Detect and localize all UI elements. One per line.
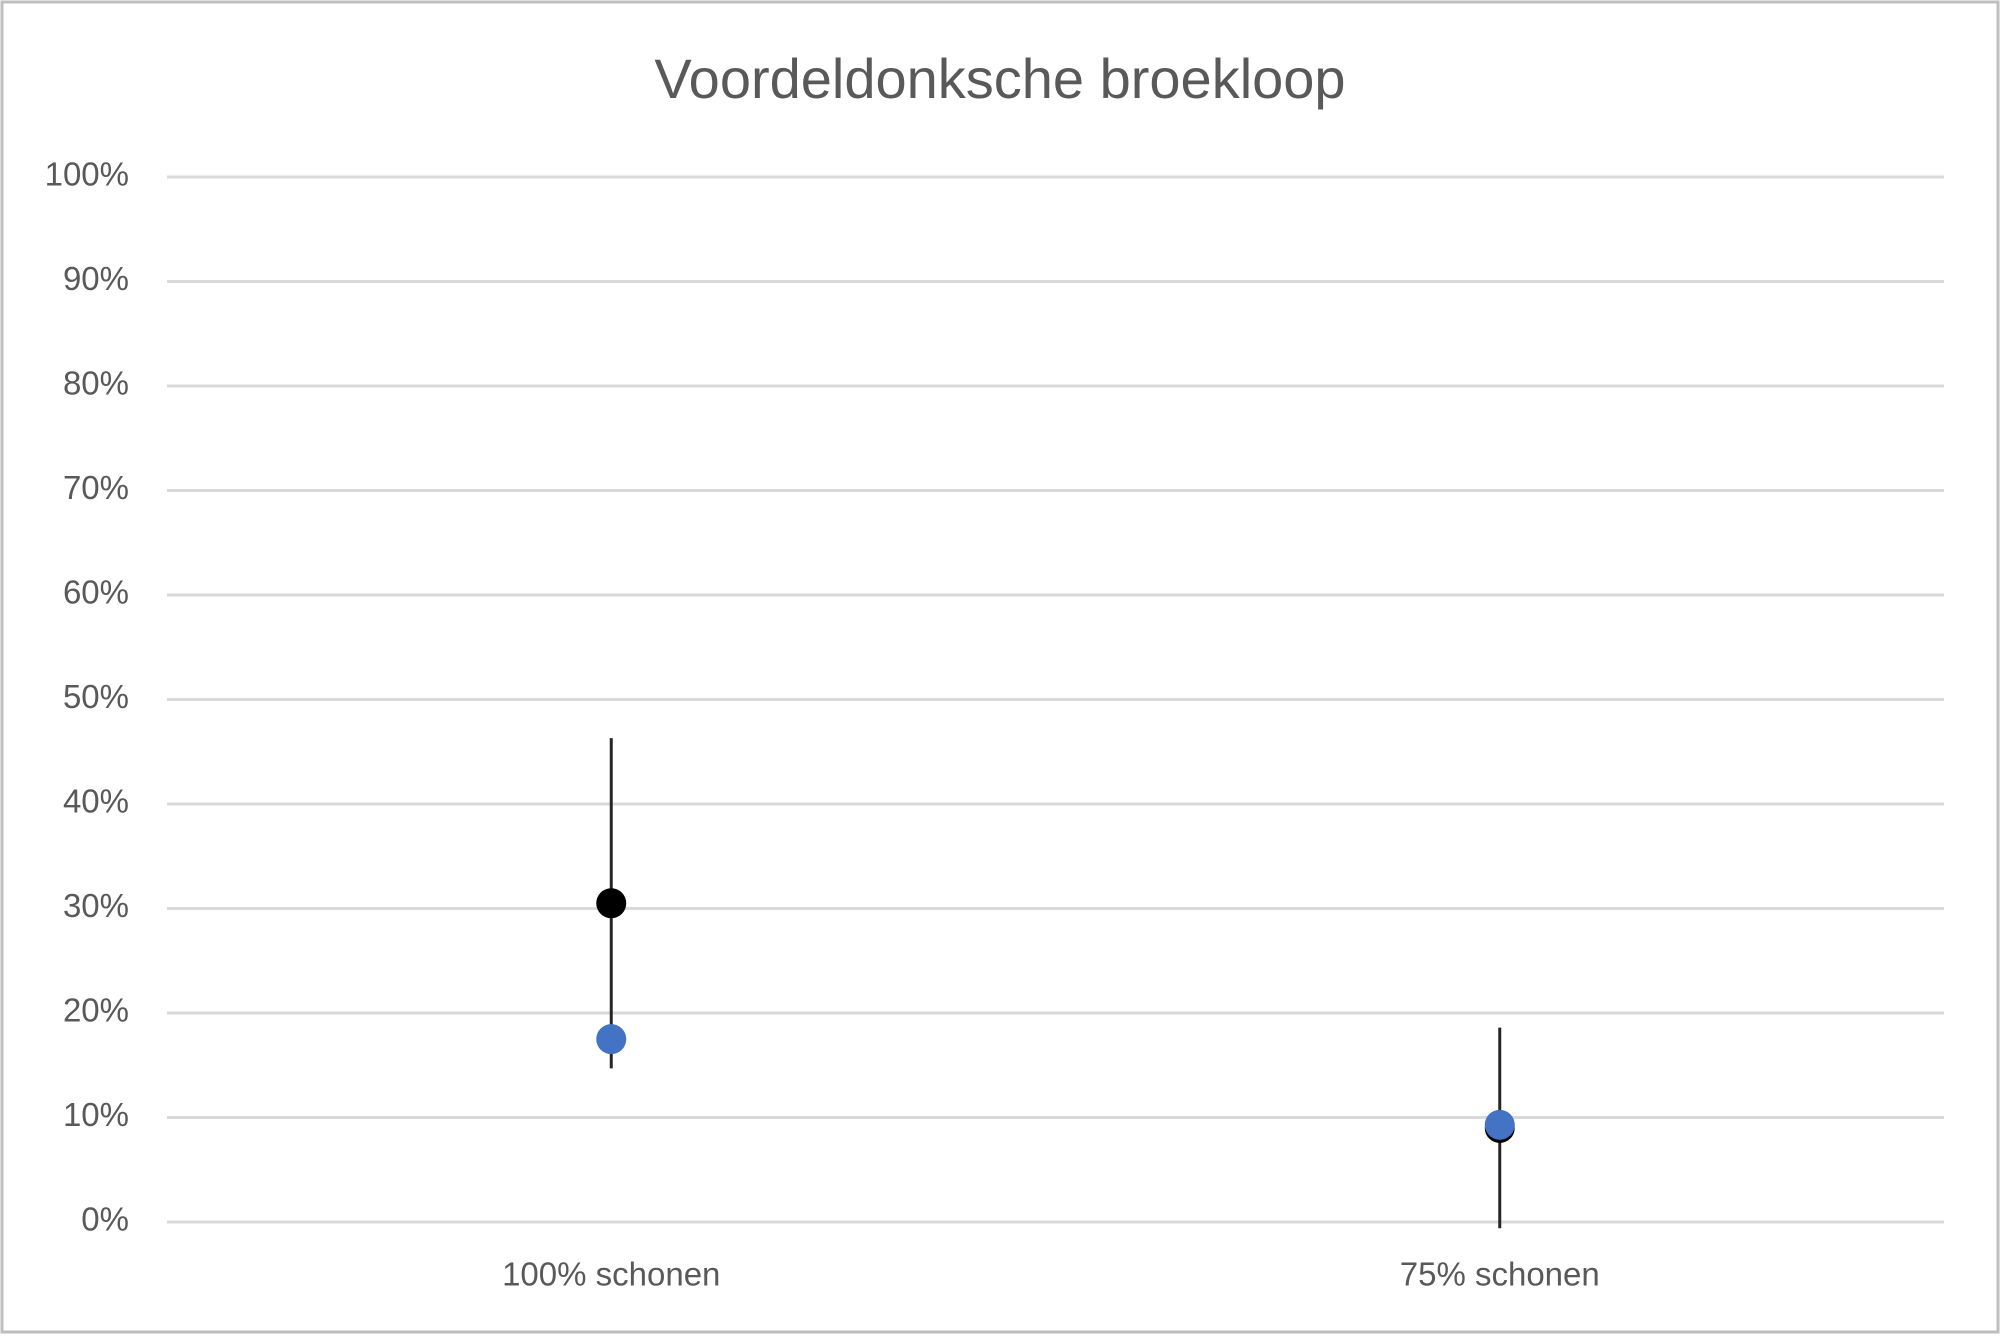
y-tick-label: 40%	[63, 783, 129, 820]
y-tick-label: 90%	[63, 260, 129, 297]
x-tick-label: 75% schonen	[1400, 1256, 1600, 1293]
data-point	[1484, 1109, 1515, 1140]
data-point	[596, 1024, 627, 1055]
y-tick-label: 80%	[63, 365, 129, 402]
y-tick-label: 20%	[63, 992, 129, 1029]
data-point	[596, 888, 627, 919]
y-tick-label: 100%	[45, 156, 129, 193]
y-tick-label: 0%	[81, 1201, 129, 1238]
y-tick-label: 30%	[63, 887, 129, 924]
chart-title: Voordeldonksche broekloop	[654, 47, 1345, 110]
y-tick-label: 50%	[63, 678, 129, 715]
y-tick-label: 60%	[63, 574, 129, 611]
x-tick-label: 100% schonen	[502, 1256, 720, 1293]
y-tick-label: 10%	[63, 1096, 129, 1133]
y-tick-label: 70%	[63, 469, 129, 506]
